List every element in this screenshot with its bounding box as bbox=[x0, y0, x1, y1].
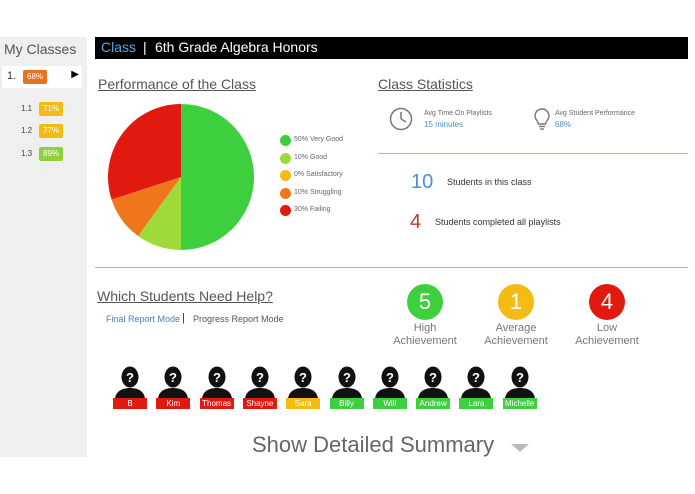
subitem-percent-badge: 71% bbox=[39, 102, 64, 116]
svg-text:?: ? bbox=[169, 370, 177, 385]
breadcrumb-class-link[interactable]: Class bbox=[101, 39, 137, 55]
legend-label: 50% Very Good bbox=[294, 136, 344, 143]
pie-slice-0 bbox=[181, 104, 254, 250]
student-avatar-icon: ? bbox=[374, 366, 405, 400]
student-card[interactable]: ? Lara bbox=[459, 364, 494, 412]
student-name: Lara bbox=[459, 398, 494, 409]
student-name: Will bbox=[372, 398, 407, 409]
svg-text:?: ? bbox=[516, 370, 524, 385]
student-card[interactable]: ? Michelle bbox=[502, 364, 537, 412]
svg-text:?: ? bbox=[299, 370, 307, 385]
breadcrumb-separator: | bbox=[143, 39, 147, 55]
student-name: Billy bbox=[329, 398, 364, 409]
student-card[interactable]: ? Sara bbox=[286, 364, 321, 412]
student-card[interactable]: ? Will bbox=[372, 364, 407, 412]
average-achievement-label: Average Achievement bbox=[484, 322, 548, 347]
sidebar: My Classes 1. 68% ▶ 1.1 71% 1.2 77% 1.3 … bbox=[0, 37, 87, 457]
student-name: Thomas bbox=[199, 398, 234, 409]
svg-text:?: ? bbox=[429, 370, 437, 385]
student-name: Shayne bbox=[242, 398, 277, 409]
legend-label: 0% Satisfactory bbox=[294, 171, 343, 178]
student-avatar-icon: ? bbox=[115, 366, 145, 400]
legend-dot bbox=[280, 187, 291, 199]
avg-performance-value: 68% bbox=[555, 120, 572, 129]
student-card[interactable]: ? Shayne bbox=[242, 364, 277, 412]
student-name: Kim bbox=[156, 398, 191, 409]
clock-icon bbox=[389, 107, 413, 131]
legend-label: 30% Failing bbox=[294, 206, 331, 213]
low-achievement-label: Low Achievement bbox=[575, 322, 639, 347]
legend-dot bbox=[280, 152, 291, 164]
low-achievement-count[interactable]: 4 bbox=[589, 284, 625, 320]
student-avatar-icon: ? bbox=[201, 366, 232, 400]
performance-pie-chart bbox=[107, 104, 254, 255]
student-name: B bbox=[113, 398, 147, 409]
statistics-title: Class Statistics bbox=[378, 76, 473, 92]
legend-label: 10% Good bbox=[294, 153, 328, 161]
svg-text:?: ? bbox=[386, 370, 394, 385]
students-count: 10 bbox=[411, 171, 434, 193]
pie-slice-1 bbox=[138, 177, 181, 250]
completed-count-label: Students completed all playlists bbox=[435, 217, 561, 227]
svg-text:?: ? bbox=[343, 370, 351, 385]
student-avatar-icon: ? bbox=[244, 366, 275, 400]
student-card[interactable]: ? Kim bbox=[156, 364, 191, 412]
chevron-down-icon[interactable] bbox=[511, 444, 529, 452]
pie-slice-3 bbox=[111, 177, 181, 237]
student-avatar-icon: ? bbox=[158, 366, 189, 400]
student-avatar-icon: ? bbox=[288, 366, 319, 400]
lightbulb-icon bbox=[534, 108, 550, 130]
legend-dot bbox=[280, 170, 291, 181]
class-number: 1. bbox=[7, 70, 17, 82]
svg-text:?: ? bbox=[213, 370, 221, 385]
average-achievement-count[interactable]: 1 bbox=[498, 284, 534, 320]
student-card[interactable]: ? Andrew bbox=[416, 364, 451, 412]
high-achievement-count[interactable]: 5 bbox=[407, 284, 443, 320]
final-report-mode-link[interactable]: Final Report Mode bbox=[106, 314, 181, 324]
avg-performance-label: Avg Student Performance bbox=[555, 110, 636, 117]
mode-separator: | bbox=[182, 312, 185, 324]
subitem-number: 1.3 bbox=[21, 149, 33, 158]
performance-title: Performance of the Class bbox=[98, 76, 256, 92]
help-title: Which Students Need Help? bbox=[97, 288, 273, 304]
student-avatar-icon: ? bbox=[331, 366, 362, 400]
student-avatar-icon: ? bbox=[504, 366, 535, 400]
legend-dot bbox=[280, 205, 291, 216]
completed-count: 4 bbox=[410, 211, 422, 233]
svg-text:?: ? bbox=[472, 370, 480, 385]
avg-time-label: Avg Time On Playlists bbox=[424, 110, 492, 117]
sidebar-title: My Classes bbox=[4, 41, 77, 57]
class-percent-badge: 68% bbox=[23, 70, 48, 84]
high-achievement-label: High Achievement bbox=[393, 322, 457, 347]
sidebar-item-class-1[interactable]: 1. 68% ▶ bbox=[2, 66, 82, 88]
student-name: Sara bbox=[286, 398, 321, 409]
legend-dot bbox=[280, 135, 291, 146]
subitem-percent-badge: 89% bbox=[39, 147, 64, 161]
student-card[interactable]: ? Billy bbox=[329, 364, 364, 412]
pie-slice-4 bbox=[107, 104, 181, 200]
show-detailed-summary-button[interactable]: Show Detailed Summary bbox=[252, 432, 495, 457]
page-title: 6th Grade Algebra Honors bbox=[155, 39, 318, 55]
subitem-percent-badge: 77% bbox=[39, 124, 64, 138]
progress-report-mode-link[interactable]: Progress Report Mode bbox=[193, 314, 284, 324]
student-card[interactable]: ? Thomas bbox=[199, 364, 234, 412]
section-divider bbox=[95, 267, 688, 268]
subitem-number: 1.2 bbox=[21, 126, 33, 135]
avg-time-value: 15 minutes bbox=[424, 120, 464, 129]
student-avatar-icon: ? bbox=[418, 366, 449, 400]
student-avatar-icon: ? bbox=[461, 366, 492, 400]
subitem-number: 1.1 bbox=[21, 104, 33, 113]
svg-text:?: ? bbox=[256, 370, 264, 385]
page-header: Class | 6th Grade Algebra Honors bbox=[95, 37, 688, 59]
students-count-label: Students in this class bbox=[447, 177, 532, 187]
legend-label: 10% Struggling bbox=[294, 188, 342, 196]
svg-text:?: ? bbox=[126, 370, 134, 385]
student-name: Andrew bbox=[416, 398, 451, 409]
student-card[interactable]: ? B bbox=[113, 364, 147, 412]
student-name: Michelle bbox=[502, 398, 537, 409]
divider bbox=[378, 153, 688, 154]
expand-arrow-icon[interactable]: ▶ bbox=[71, 69, 79, 80]
